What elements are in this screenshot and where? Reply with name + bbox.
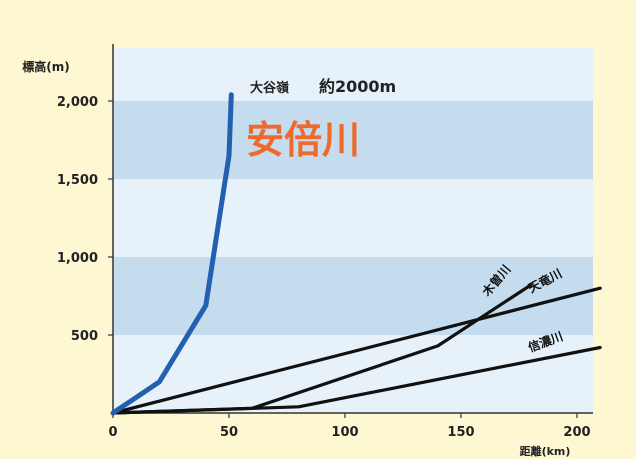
x-tick-label: 100 [331,425,358,440]
series-line-3 [111,286,602,415]
elevation-band-1 [113,257,593,335]
peak-height-label: 約2000m [319,77,396,96]
y-tick-label: 500 [71,329,98,344]
highlight-river-label: 安倍川 [246,118,360,162]
y-tick-label: 1,500 [57,173,98,188]
y-tick-label: 1,000 [57,251,98,266]
series-line-4 [111,345,602,415]
axes: 500 1,000 1,500 2,000 0 50 100 150 200 標高(m) 距離(km… [22,44,593,458]
x-axis-title: 距離(km) [520,444,571,458]
x-tick-label: 0 [108,425,117,440]
x-tick-label: 150 [447,425,474,440]
y-tick-label: 2,000 [57,95,98,110]
series-lines [110,92,602,416]
x-tick-label: 50 [220,425,238,440]
x-tick-label: 200 [563,425,590,440]
y-axis-title: 標高(m) [22,59,69,74]
series-line-1 [110,92,234,416]
peak-name-label: 大谷嶺 [250,80,289,96]
elevation-band-2 [113,101,593,179]
